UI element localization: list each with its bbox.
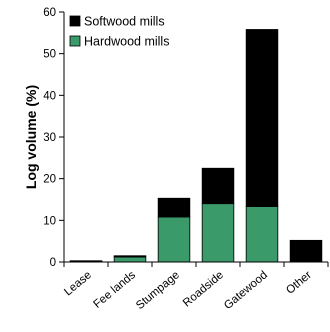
legend-label: Hardwood mills — [84, 35, 169, 49]
x-tick-label: Lease — [62, 269, 94, 298]
bar-softwood-mills-lease — [69, 260, 103, 262]
legend-label: Softwood mills — [84, 15, 165, 29]
x-tick-label: Other — [284, 269, 314, 297]
x-tick-label: Gatewood — [222, 269, 270, 312]
y-tick-label: 60 — [43, 7, 56, 19]
bar-softwood-mills-stumpage — [157, 197, 191, 218]
y-tick-label: 40 — [43, 90, 56, 102]
bar-hardwood-mills-gatewood — [245, 206, 279, 263]
y-tick-label: 20 — [43, 174, 56, 186]
bar-hardwood-mills-roadside — [201, 203, 235, 263]
y-axis-ticks: 0 10 20 30 40 50 60 — [43, 7, 64, 269]
y-tick-label: 10 — [43, 215, 56, 227]
y-tick-label: 50 — [43, 49, 56, 61]
bar-hardwood-mills-stumpage — [157, 216, 191, 263]
x-tick-label: Roadside — [181, 269, 226, 309]
bar-hardwood-mills-fee-lands — [113, 256, 147, 263]
y-tick-label: 0 — [50, 257, 56, 269]
bar-softwood-mills-fee-lands — [113, 255, 147, 258]
bar-softwood-mills-other — [289, 239, 323, 263]
legend: Softwood mills Hardwood mills — [69, 15, 169, 49]
y-axis-label: Log volume (%) — [23, 85, 39, 189]
legend-swatch — [69, 35, 81, 47]
bar-softwood-mills-gatewood — [245, 29, 279, 207]
bars — [69, 29, 323, 263]
y-tick-label: 30 — [43, 132, 56, 144]
x-tick-label: Fee lands — [92, 269, 139, 311]
legend-swatch — [69, 15, 81, 27]
bar-softwood-mills-roadside — [201, 167, 235, 205]
x-tick-label: Stumpage — [134, 269, 182, 312]
y-axis-title: Log volume (%) — [23, 85, 39, 189]
